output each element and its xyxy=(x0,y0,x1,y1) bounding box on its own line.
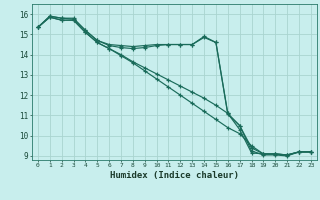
X-axis label: Humidex (Indice chaleur): Humidex (Indice chaleur) xyxy=(110,171,239,180)
